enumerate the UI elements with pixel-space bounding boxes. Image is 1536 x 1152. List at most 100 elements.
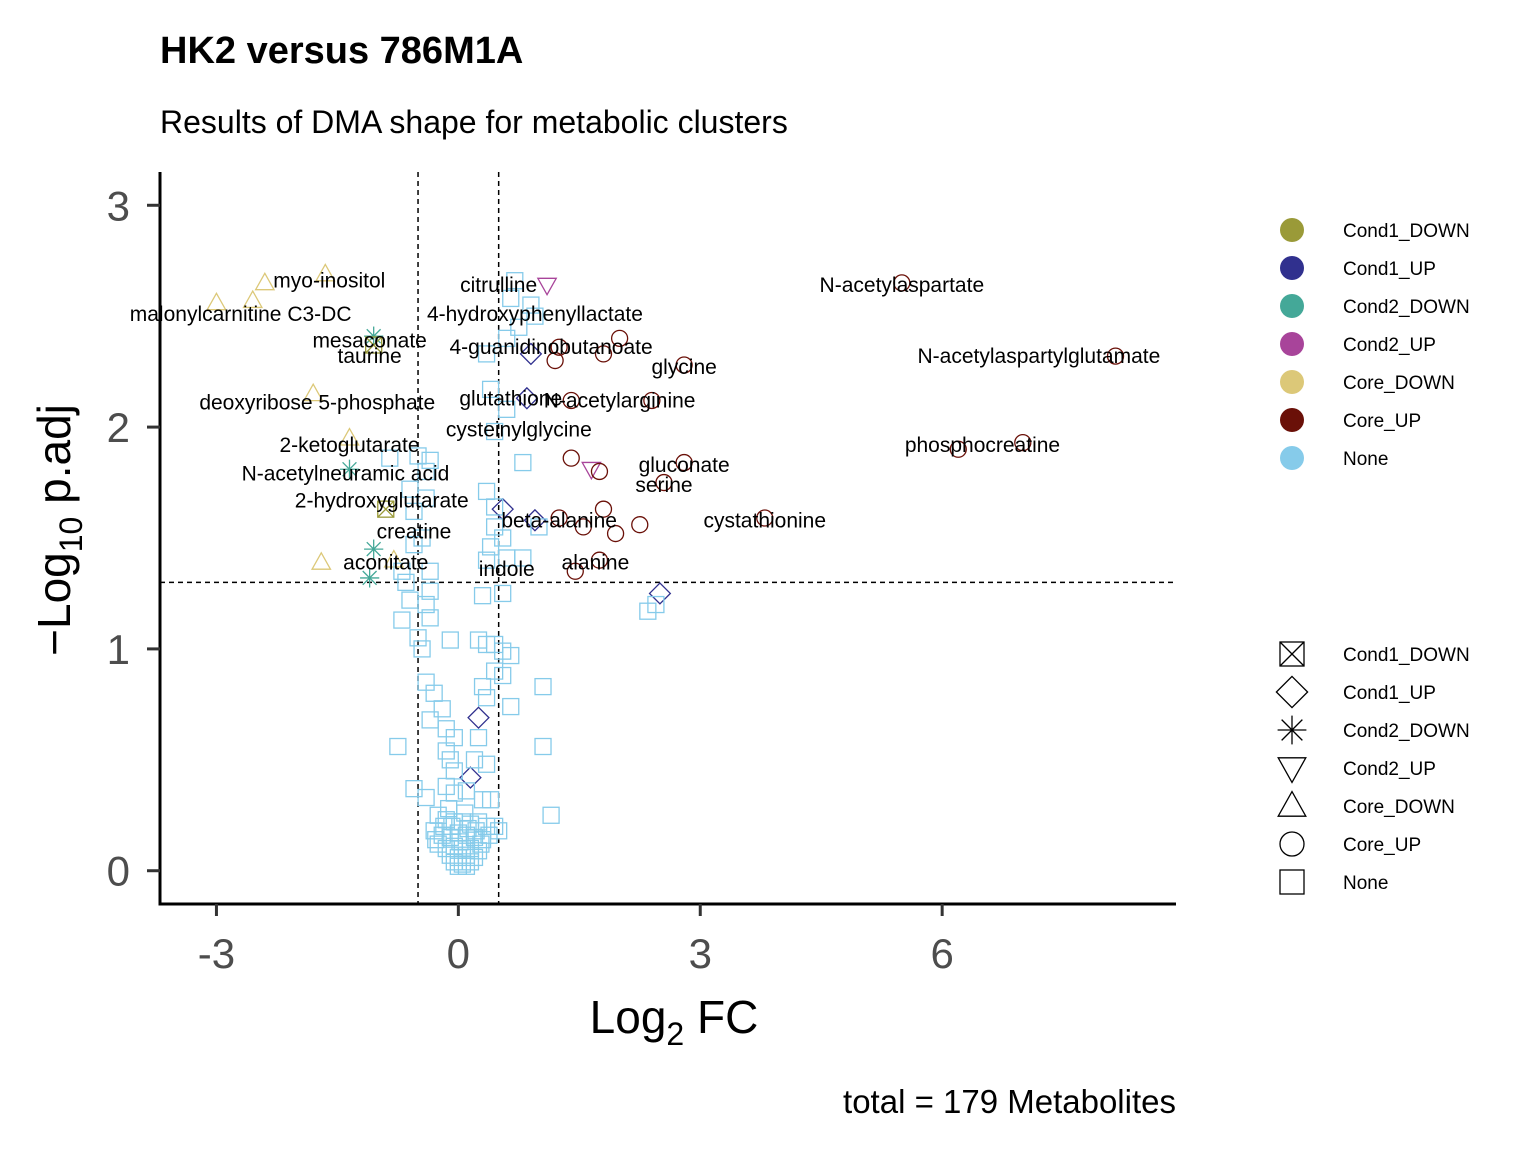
data-point-Core_UP [949, 440, 967, 458]
x-tick-label: 6 [930, 930, 953, 977]
data-point-None [421, 451, 439, 470]
point-labels: myo-inositol malonylcarnitine C3-DC mesaco… [130, 270, 1161, 581]
data-point-None [393, 562, 411, 580]
color-legend-label: Cond2_UP [1343, 335, 1436, 356]
data-point-None [417, 788, 435, 807]
data-point-Core_UP [655, 473, 673, 492]
point-label: indole [479, 558, 535, 581]
data-point-None [477, 755, 496, 773]
data-point-None [401, 591, 419, 609]
data-point-Core_UP [610, 329, 629, 348]
data-point-Core_UP [675, 356, 693, 374]
color-legend-key [1280, 332, 1304, 356]
data-point-Core_UP [1014, 433, 1032, 452]
data-point-Core_DOWN [242, 289, 264, 309]
data-point-None [421, 609, 439, 627]
data-point-None [421, 562, 439, 580]
data-points [206, 263, 1125, 875]
point-label: cystathionine [703, 509, 826, 532]
point-label: N-acetylaspartate [820, 274, 985, 297]
data-point-Core_DOWN [310, 551, 332, 570]
data-point-None [437, 742, 455, 760]
point-label: glycine [651, 356, 716, 379]
data-point-None [473, 677, 492, 696]
data-point-None [494, 584, 512, 603]
color-legend-label: Core_DOWN [1343, 373, 1455, 394]
data-point-None [421, 582, 439, 600]
data-point-Cond1_UP [523, 508, 547, 532]
color-legend-key [1280, 446, 1304, 470]
y-tick-label: 1 [107, 626, 130, 673]
color-legend: Cond1_DOWN Cond1_UP Cond2_DOWN Cond2_UP Core… [1280, 218, 1470, 470]
data-point-None [481, 538, 500, 556]
data-point-None [502, 289, 520, 308]
x-tick-label: 0 [447, 930, 470, 977]
point-label: N-acetylneuramic acid [242, 463, 450, 486]
data-point-None [401, 480, 419, 498]
color-legend-key [1280, 370, 1304, 394]
point-label: malonylcarnitine C3-DC [130, 303, 352, 326]
data-point-None [405, 502, 423, 521]
shape-legend: Cond1_DOWN Cond1_UP Cond2_DOWN Cond2_UP Core… [1275, 641, 1470, 895]
threshold-lines [160, 172, 1176, 904]
data-point-None [441, 631, 459, 649]
data-point-None [480, 826, 498, 844]
point-label: mesaconate [312, 330, 426, 353]
data-point-None [510, 318, 528, 336]
data-point-None [457, 857, 476, 875]
data-point-None [526, 307, 544, 325]
color-legend-label: Cond1_DOWN [1343, 221, 1470, 242]
data-point-Core_UP [590, 551, 609, 569]
data-point-None [498, 329, 516, 348]
data-point-None [502, 697, 520, 716]
point-label: N-acetylaspartylglutamate [918, 345, 1161, 368]
data-point-Core_UP [606, 524, 625, 543]
shape-legend-label: Core_UP [1343, 835, 1421, 856]
point-label: glutathione [459, 387, 562, 410]
chart-subtitle: Results of DMA shape for metabolic clust… [160, 104, 788, 140]
data-point-Core_DOWN [339, 427, 360, 446]
data-point-None [467, 822, 485, 840]
data-point-None [397, 573, 415, 592]
data-point-None [534, 737, 552, 756]
data-point-None [473, 587, 492, 605]
y-axis-label: −Log10 p.adj [28, 404, 89, 656]
data-point-None [477, 689, 496, 707]
data-point-Core_UP [590, 462, 609, 481]
data-point-None [506, 272, 524, 290]
data-point-None [485, 422, 504, 441]
data-point-Core_DOWN [314, 263, 336, 282]
data-point-Core_UP [574, 518, 592, 536]
y-tick-label: 2 [107, 404, 130, 451]
shape-legend-key-triangle-down [1277, 757, 1307, 784]
point-label: 4-hydroxyphenyllactate [427, 303, 643, 326]
y-tick-label: 3 [107, 182, 130, 229]
color-legend-label: None [1343, 449, 1388, 470]
point-label: cysteinylglycine [446, 418, 592, 441]
shape-legend-key-circle [1279, 831, 1305, 857]
data-point-None [485, 498, 504, 516]
chart-title: HK2 versus 786M1A [160, 30, 523, 72]
data-point-Cond2_DOWN [360, 568, 380, 588]
data-point-None [514, 453, 532, 472]
point-label: alanine [562, 551, 630, 574]
data-point-Core_UP [675, 453, 693, 472]
y-axis-label-sub: 10 [53, 517, 89, 553]
data-point-None [405, 780, 423, 798]
data-point-None [534, 677, 552, 696]
shape-legend-key-square [1279, 869, 1305, 895]
data-point-Core_UP [1106, 347, 1125, 365]
data-point-Core_UP [566, 562, 584, 580]
data-point-None [445, 762, 463, 780]
data-point-None [417, 595, 435, 614]
x-axis-label-sub: 2 [666, 1016, 684, 1052]
data-point-None [405, 536, 423, 554]
data-point-Core_UP [594, 345, 613, 363]
data-point-None [481, 791, 500, 809]
data-point-None [542, 806, 560, 824]
chart-caption: total = 179 Metabolites [843, 1083, 1176, 1120]
y-axis-label-rest: p.adj [28, 404, 80, 517]
color-legend-key [1280, 408, 1304, 432]
point-label: serine [635, 474, 692, 497]
